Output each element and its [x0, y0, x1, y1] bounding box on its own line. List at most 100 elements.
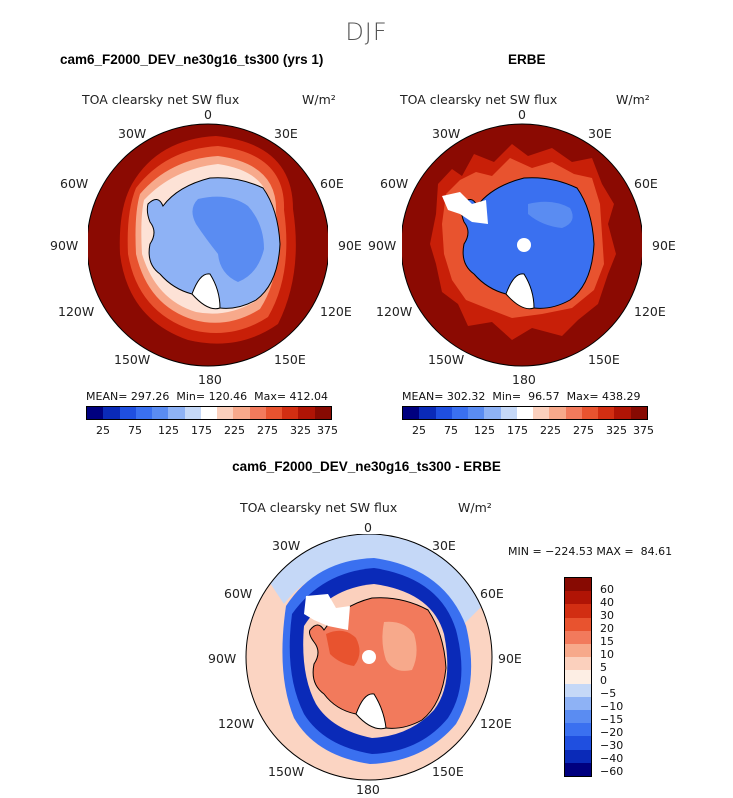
- season-title: DJF: [345, 18, 388, 46]
- obs-colorbar-swatch-9: [549, 407, 566, 419]
- model-colorbar-swatch-8: [217, 407, 234, 419]
- diff-tick-minus-15: −15: [600, 713, 624, 726]
- model-antarctica-interior: [192, 196, 264, 282]
- model-colorbar-swatch-7: [200, 407, 218, 419]
- obs-tick-175: 175: [507, 424, 528, 437]
- obs-tick-325: 325: [606, 424, 627, 437]
- diff-panel-title: cam6_F2000_DEV_ne30g16_ts300 - ERBE: [232, 459, 501, 474]
- obs-colorbar-swatch-10: [565, 407, 582, 419]
- diff-lon-30e: 30E: [432, 538, 456, 553]
- diff-stats: MIN = −224.53 MAX = 84.61: [508, 545, 673, 558]
- diff-lon-0: 0: [364, 520, 372, 535]
- obs-colorbar-swatch-5: [484, 407, 501, 419]
- diff-lon-30w: 30W: [272, 538, 301, 553]
- obs-missing-data-patch: [442, 192, 488, 224]
- model-ross-ice-shelf: [191, 273, 221, 310]
- obs-lon-120e: 120E: [634, 304, 666, 319]
- model-lon-150w: 150W: [114, 352, 151, 367]
- obs-colorbar-ticks: 25 75 125 175 225 275 325 375: [402, 424, 654, 438]
- diff-lon-60e: 60E: [480, 586, 504, 601]
- model-colorbar-swatch-12: [282, 407, 299, 419]
- model-lon-60w: 60W: [60, 176, 89, 191]
- obs-colorbar-swatch-12: [598, 407, 615, 419]
- diff-missing-data-patch: [304, 594, 350, 630]
- diff-map-border: [245, 534, 493, 781]
- diff-tick-0: 0: [600, 674, 607, 687]
- diff-polar-map: [245, 534, 493, 781]
- model-colorbar-swatch-5: [168, 407, 185, 419]
- diff-lon-90e: 90E: [498, 651, 522, 666]
- model-lon-120w: 120W: [58, 304, 95, 319]
- obs-tick-375: 375: [633, 424, 654, 437]
- diff-tick-20: 20: [600, 622, 614, 635]
- diff-colorbar-swatch-7: [565, 670, 591, 684]
- obs-tick-125: 125: [474, 424, 495, 437]
- diff-tick-minus-30: −30: [600, 739, 624, 752]
- obs-pole-hole: [517, 238, 531, 252]
- obs-lon-90e: 90E: [652, 238, 676, 253]
- model-colorbar-swatch-6: [184, 407, 201, 419]
- obs-colorbar-swatch-2: [435, 407, 452, 419]
- obs-colorbar-swatch-14: [630, 407, 647, 419]
- diff-antarctica: [309, 597, 447, 729]
- model-colorbar-swatch-3: [135, 407, 153, 419]
- diff-colorbar-swatch-3: [565, 617, 591, 631]
- diff-colorbar-swatch-0: [565, 578, 591, 592]
- model-tick-125: 125: [158, 424, 179, 437]
- model-lon-90w: 90W: [50, 238, 79, 253]
- diff-tick-minus-5: −5: [600, 687, 617, 700]
- diff-tick-minus-20: −20: [600, 726, 624, 739]
- diff-colorbar-swatch-11: [565, 723, 591, 737]
- diff-colorbar-swatch-8: [565, 683, 591, 697]
- diff-tick-minus-60: −60: [600, 765, 624, 778]
- model-tick-75: 75: [128, 424, 142, 437]
- model-colorbar-swatch-14: [314, 407, 331, 419]
- diff-colorbar-swatch-1: [565, 591, 591, 605]
- diff-lon-150w: 150W: [268, 764, 305, 779]
- obs-lon-30w: 30W: [432, 126, 461, 141]
- diff-tick-60: 60: [600, 583, 614, 596]
- diff-tick-10: 10: [600, 648, 614, 661]
- model-colorbar-swatch-11: [265, 407, 283, 419]
- diff-pole-hole: [362, 650, 376, 664]
- diff-colorbar-swatch-5: [565, 644, 591, 658]
- obs-colorbar-swatch-3: [451, 407, 469, 419]
- obs-lon-150w: 150W: [428, 352, 465, 367]
- model-colorbar: [86, 406, 332, 420]
- model-lon-120e: 120E: [320, 304, 352, 319]
- obs-lon-120w: 120W: [376, 304, 413, 319]
- diff-tick-5: 5: [600, 661, 607, 674]
- obs-lon-150e: 150E: [588, 352, 620, 367]
- model-lon-90e: 90E: [338, 238, 362, 253]
- obs-panel-title: ERBE: [508, 52, 546, 67]
- model-tick-25: 25: [96, 424, 110, 437]
- diff-antarctica-light: [382, 621, 417, 671]
- model-stats: MEAN= 297.26 Min= 120.46 Max= 412.04: [86, 390, 329, 403]
- model-tick-175: 175: [191, 424, 212, 437]
- diff-colorbar-swatch-14: [565, 762, 591, 777]
- diff-tick-minus-10: −10: [600, 700, 624, 713]
- obs-variable-label: TOA clearsky net SW flux: [400, 92, 558, 107]
- obs-colorbar-swatch-1: [419, 407, 436, 419]
- model-lon-30w: 30W: [118, 126, 147, 141]
- diff-colorbar-swatch-10: [565, 710, 591, 724]
- obs-colorbar-swatch-13: [614, 407, 631, 419]
- model-lon-150e: 150E: [274, 352, 306, 367]
- model-colorbar-swatch-10: [249, 407, 266, 419]
- obs-colorbar-swatch-0: [403, 407, 420, 419]
- model-variable-label: TOA clearsky net SW flux: [82, 92, 240, 107]
- obs-colorbar: [402, 406, 648, 420]
- diff-colorbar-swatch-13: [565, 749, 591, 763]
- obs-colorbar-swatch-4: [468, 407, 485, 419]
- model-colorbar-swatch-13: [298, 407, 315, 419]
- model-colorbar-ticks: 25 75 125 175 225 275 325 375: [86, 424, 338, 438]
- diff-tick-30: 30: [600, 609, 614, 622]
- obs-tick-25: 25: [412, 424, 426, 437]
- diff-colorbar: [564, 577, 592, 777]
- obs-tick-75: 75: [444, 424, 458, 437]
- model-lon-0: 0: [204, 107, 212, 122]
- diff-lon-180: 180: [356, 782, 380, 797]
- diff-colorbar-swatch-4: [565, 630, 591, 645]
- obs-antarctica-light-patch: [528, 201, 573, 228]
- model-polar-map: [88, 123, 328, 367]
